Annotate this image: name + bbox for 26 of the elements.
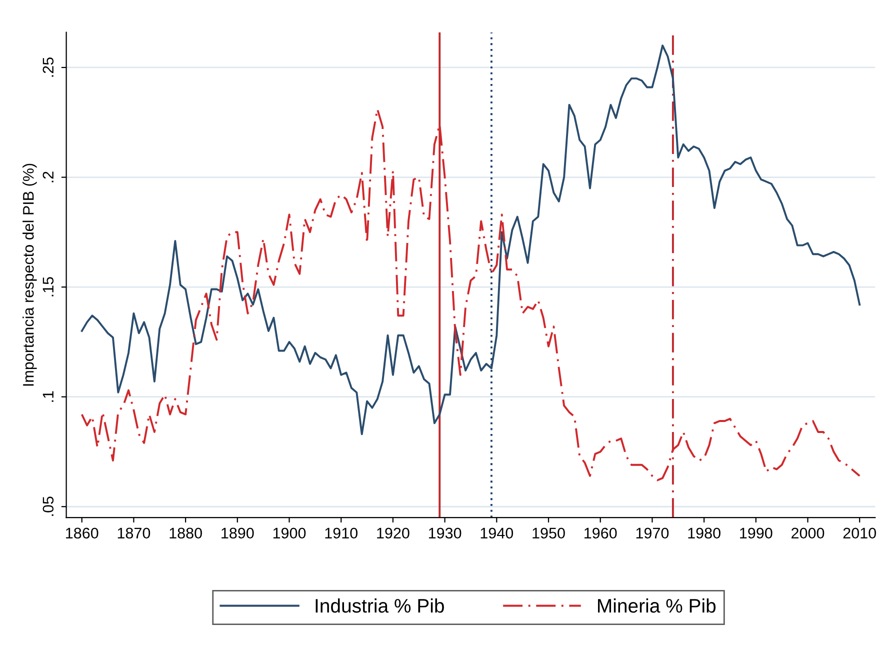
x-tick-label: 1950 [532, 528, 565, 539]
x-tick-label: 1880 [170, 528, 202, 539]
x-tick-label: 1890 [222, 528, 254, 539]
y-tick-label: .25 [42, 58, 54, 77]
x-tick-label: 1960 [584, 528, 617, 539]
x-tick-label: 1860 [66, 528, 98, 539]
y-tick-label: .1 [42, 391, 54, 402]
legend-label: Industria % Pib [316, 598, 444, 613]
y-tick-label: .05 [42, 496, 54, 516]
x-tick-label: 1980 [688, 528, 720, 539]
x-tick-label: 1920 [377, 528, 410, 539]
x-tick-label: 1990 [740, 528, 772, 539]
x-tick-label: 1870 [118, 528, 150, 539]
legend-label: Mineria % Pib [598, 598, 716, 613]
x-tick-label: 1940 [480, 528, 514, 539]
line-series [80, 44, 861, 436]
line-series [80, 108, 861, 482]
y-tick-label: .2 [42, 172, 54, 182]
x-tick-label: 2000 [792, 528, 824, 539]
x-tick-label: 1970 [636, 528, 669, 539]
x-tick-label: 1930 [428, 528, 462, 539]
x-tick-label: 1910 [325, 528, 358, 539]
x-tick-label: 1900 [273, 528, 306, 539]
x-tick-label: 2010 [843, 528, 876, 539]
y-tick-label: .15 [42, 277, 54, 296]
y-axis-title: Importancia respecto del PIB (%) [22, 164, 37, 386]
